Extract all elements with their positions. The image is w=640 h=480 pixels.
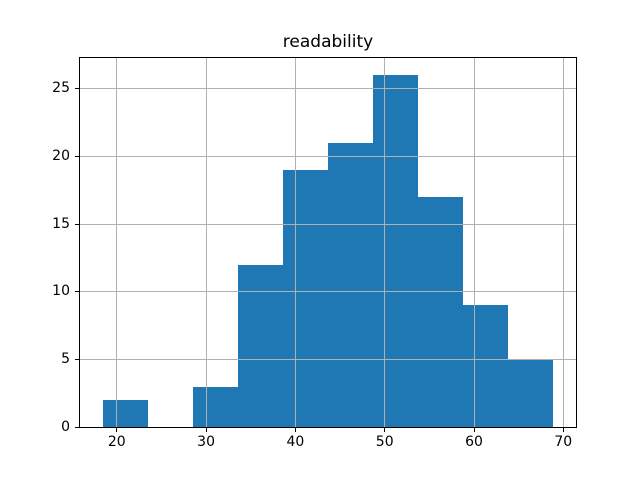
histogram-bar [372, 75, 418, 428]
histogram-bar [192, 386, 238, 428]
y-tick-mark [75, 223, 79, 225]
gridline [80, 291, 576, 293]
gridline [80, 359, 576, 360]
plot-area [80, 57, 576, 428]
gridline [473, 57, 475, 428]
x-tick-mark [294, 428, 296, 433]
x-tick-label: 60 [465, 434, 483, 451]
x-tick-label: 50 [375, 434, 394, 451]
y-tick-label: 15 [52, 215, 70, 232]
y-tick-mark [75, 426, 79, 428]
y-tick-mark [75, 359, 79, 360]
x-tick-mark [562, 428, 564, 433]
histogram-bar [282, 169, 328, 428]
histogram-bar [462, 305, 508, 428]
x-tick-mark [116, 428, 118, 433]
histogram-bar [507, 359, 553, 428]
y-tick-label: 5 [61, 351, 70, 367]
histogram-bar [237, 264, 283, 428]
gridline [80, 223, 576, 225]
gridline [80, 155, 576, 157]
y-tick-label: 25 [52, 80, 70, 97]
histogram-bar [327, 142, 373, 428]
gridline [294, 57, 296, 428]
x-tick-label: 40 [286, 434, 305, 451]
x-tick-label: 70 [554, 434, 573, 451]
gridline [116, 57, 118, 428]
histogram-bar [102, 400, 148, 428]
y-tick-label: 10 [52, 283, 70, 300]
chart-title: readability [282, 32, 374, 52]
y-tick-mark [75, 155, 79, 157]
y-tick-mark [75, 88, 79, 90]
y-tick-label: 0 [61, 418, 70, 435]
gridline [205, 57, 207, 428]
gridline [562, 57, 564, 428]
x-tick-mark [205, 428, 207, 433]
x-tick-mark [384, 428, 386, 433]
histogram-bar [417, 197, 463, 428]
y-tick-label: 20 [52, 147, 70, 164]
x-tick-label: 20 [107, 434, 126, 451]
x-tick-label: 30 [197, 434, 215, 451]
y-tick-mark [75, 291, 79, 293]
gridline [80, 88, 576, 90]
gridline [384, 57, 386, 428]
x-tick-mark [473, 428, 475, 433]
